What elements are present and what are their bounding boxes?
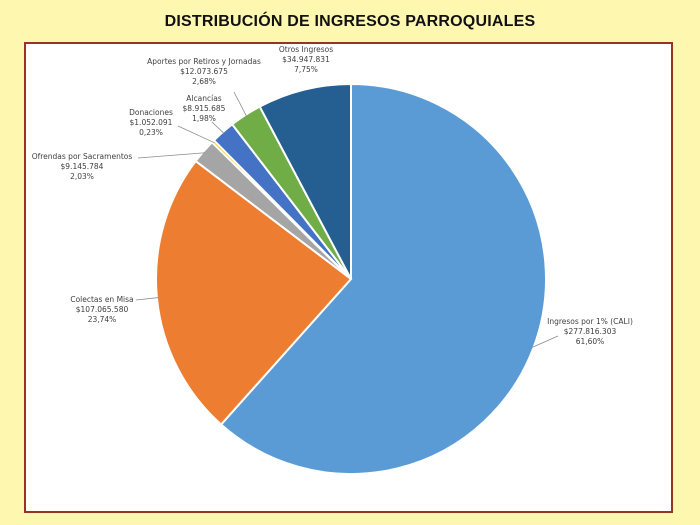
chart-title: DISTRIBUCIÓN DE INGRESOS PARROQUIALES	[164, 13, 536, 30]
slice-label-name-otros-ingresos: Otros Ingresos	[279, 45, 333, 54]
leader-line-aportes-por-retiros-y-jornadas	[233, 91, 248, 117]
leader-line-ingresos-por-1-cali	[531, 335, 559, 349]
slice-label-name-ofrendas-por-sacramentos: Ofrendas por Sacramentos	[32, 152, 133, 161]
slice-label-name-aportes-por-retiros-y-jornadas: Aportes por Retiros y Jornadas	[147, 57, 261, 66]
slice-label-percent-ingresos-por-1-cali: 61,60%	[576, 337, 605, 346]
leader-line-colectas-en-misa	[135, 297, 159, 301]
slice-label-percent-aportes-por-retiros-y-jornadas: 2,68%	[192, 77, 216, 86]
slice-label-percent-donaciones: 0,23%	[139, 128, 163, 137]
slice-label-value-alcancias: $8.915.685	[183, 104, 226, 113]
pie-slice-ingresos-por-1-cali	[219, 82, 547, 475]
slice-label-value-otros-ingresos: $34.947.831	[282, 55, 330, 64]
slice-label-percent-alcancias: 1,98%	[192, 114, 216, 123]
slice-label-name-donaciones: Donaciones	[129, 108, 173, 117]
pie-chart: Ingresos por 1% (CALI)$277.816.30361,60%…	[32, 45, 633, 475]
slice-label-name-ingresos-por-1-cali: Ingresos por 1% (CALI)	[547, 317, 633, 326]
leader-line-donaciones	[177, 125, 215, 144]
slice-label-percent-otros-ingresos: 7,75%	[294, 65, 318, 74]
slice-label-name-colectas-en-misa: Colectas en Misa	[70, 295, 133, 304]
slice-label-name-alcancias: Alcancías	[186, 94, 221, 103]
pie-slices	[155, 82, 547, 475]
slice-label-value-aportes-por-retiros-y-jornadas: $12.073.675	[180, 67, 228, 76]
chart-frame: Ingresos por 1% (CALI) $277.816.303 61,60%…	[24, 42, 673, 513]
leader-line-ofrendas-por-sacramentos	[137, 152, 206, 159]
slice-label-percent-ofrendas-por-sacramentos: 2,03%	[70, 172, 94, 181]
slice-label-value-donaciones: $1.052.091	[130, 118, 173, 127]
leader-line-alcancias	[211, 121, 225, 134]
slice-label-percent-colectas-en-misa: 23,74%	[88, 315, 117, 324]
slice-label-value-colectas-en-misa: $107.065.580	[76, 305, 129, 314]
pie-slice-otros-ingresos	[258, 82, 352, 280]
leader-lines	[135, 91, 559, 349]
slice-label-value-ingresos-por-1-cali: $277.816.303	[564, 327, 617, 336]
slice-label-value-ofrendas-por-sacramentos: $9.145.784	[61, 162, 104, 171]
slice-labels: Ingresos por 1% (CALI)$277.816.30361,60%…	[32, 45, 633, 346]
